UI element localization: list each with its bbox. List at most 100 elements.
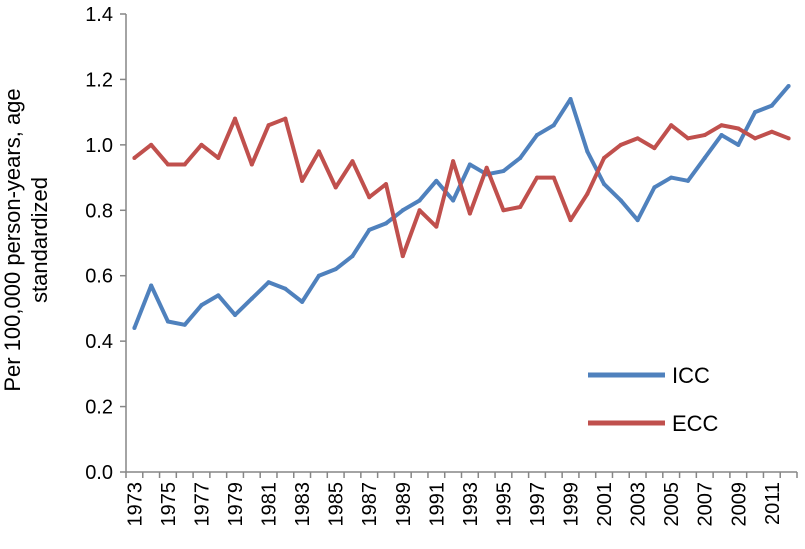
series-line-ecc (133, 116, 790, 259)
data-point-icc (719, 133, 724, 138)
data-point-ecc (518, 205, 523, 210)
data-point-icc (400, 208, 405, 213)
data-point-icc (350, 254, 355, 259)
data-point-icc (316, 273, 321, 278)
data-point-ecc (249, 162, 254, 167)
data-point-ecc (417, 208, 422, 213)
x-tick-label: 1977 (191, 482, 213, 527)
data-point-icc (769, 103, 774, 108)
data-point-icc (467, 162, 472, 167)
y-tick-label: 1.2 (85, 69, 113, 91)
legend-item-icc: ICC (588, 363, 710, 388)
data-point-ecc (635, 136, 640, 141)
data-point-ecc (467, 211, 472, 216)
y-tick-label: 1.4 (85, 4, 113, 26)
data-point-icc (333, 267, 338, 272)
data-point-ecc (669, 123, 674, 128)
x-tick-label: 1995 (493, 482, 515, 527)
x-tick-label: 1997 (527, 482, 549, 527)
data-point-icc (753, 110, 758, 115)
x-axis-ticks: 1973 1975 1977 1979 1981 1983 1985 1987 1989 1991… (124, 472, 798, 527)
y-tick-label: 0.6 (85, 266, 113, 288)
data-point-icc (199, 303, 204, 308)
data-point-icc (283, 286, 288, 291)
data-point-icc (635, 218, 640, 223)
y-tick-label: 0.2 (85, 397, 113, 419)
x-tick-label: 2003 (628, 482, 650, 527)
data-point-icc (786, 83, 791, 88)
data-point-ecc (434, 224, 439, 229)
data-point-ecc (451, 159, 456, 164)
y-axis-ticks: 0.0 0.2 0.4 0.6 0.8 1.0 1.2 1.4 (85, 4, 126, 484)
data-point-icc (501, 169, 506, 174)
data-point-icc (216, 293, 221, 298)
data-point-icc (451, 198, 456, 203)
y-tick-label: 0.0 (85, 462, 113, 484)
data-point-icc (434, 178, 439, 183)
legend: ICC ECC (588, 363, 719, 436)
series-layer (132, 83, 791, 331)
data-point-icc (132, 326, 137, 331)
data-point-ecc (602, 155, 607, 160)
x-tick-label: 1983 (292, 482, 314, 527)
data-point-ecc (685, 136, 690, 141)
data-point-icc (602, 182, 607, 187)
x-tick-label: 1981 (259, 482, 281, 527)
data-point-icc (367, 227, 372, 232)
data-point-icc (149, 283, 154, 288)
x-tick-label: 1987 (359, 482, 381, 527)
data-point-ecc (400, 254, 405, 259)
x-tick-label: 2001 (594, 482, 616, 527)
data-point-icc (534, 133, 539, 138)
x-tick-label: 1979 (225, 482, 247, 527)
data-point-icc (249, 296, 254, 301)
data-point-ecc (753, 136, 758, 141)
data-point-ecc (216, 155, 221, 160)
data-point-ecc (585, 191, 590, 196)
data-point-ecc (534, 175, 539, 180)
data-point-ecc (501, 208, 506, 213)
x-tick-label: 1975 (158, 482, 180, 527)
data-point-ecc (333, 185, 338, 190)
data-point-ecc (149, 142, 154, 147)
x-tick-label: 1989 (393, 482, 415, 527)
data-point-ecc (283, 116, 288, 121)
series-icc (132, 83, 791, 331)
legend-label: ICC (672, 363, 710, 388)
data-point-icc (417, 198, 422, 203)
data-point-ecc (769, 129, 774, 134)
y-axis-title-line-2: standardized (27, 177, 52, 303)
legend-item-ecc: ECC (588, 411, 719, 436)
x-tick-label: 1973 (124, 482, 146, 527)
y-axis-title: Per 100,000 person-years, age standardiz… (0, 88, 52, 391)
data-point-icc (551, 123, 556, 128)
series-ecc (132, 116, 791, 259)
data-point-icc (266, 280, 271, 285)
data-point-ecc (384, 182, 389, 187)
x-tick-label: 1993 (460, 482, 482, 527)
data-point-icc (233, 312, 238, 317)
data-point-ecc (367, 195, 372, 200)
x-tick-label: 2005 (661, 482, 683, 527)
x-tick-label: 1999 (561, 482, 583, 527)
data-point-ecc (182, 162, 187, 167)
x-tick-label: 2011 (762, 482, 784, 525)
data-point-icc (182, 322, 187, 327)
data-point-icc (736, 142, 741, 147)
data-point-ecc (702, 133, 707, 138)
data-point-icc (165, 319, 170, 324)
data-point-ecc (652, 146, 657, 151)
y-axis-title-line-1: Per 100,000 person-years, age (0, 88, 25, 391)
data-point-ecc (199, 142, 204, 147)
data-point-ecc (568, 218, 573, 223)
y-tick-label: 0.4 (85, 331, 113, 353)
data-point-icc (568, 97, 573, 102)
data-point-ecc (484, 165, 489, 170)
data-point-ecc (316, 149, 321, 154)
data-point-ecc (551, 175, 556, 180)
data-point-icc (685, 178, 690, 183)
data-point-icc (618, 198, 623, 203)
data-point-icc (702, 155, 707, 160)
data-point-ecc (736, 126, 741, 131)
